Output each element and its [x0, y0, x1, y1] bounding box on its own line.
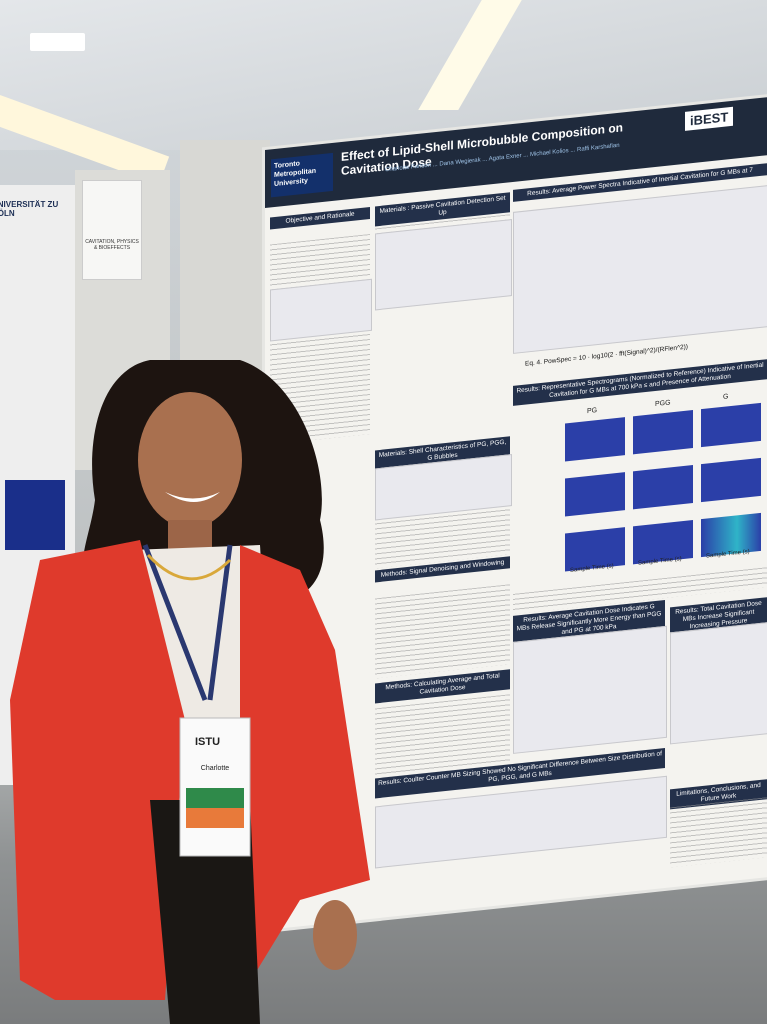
- face: [138, 392, 242, 528]
- figure: [5, 480, 65, 550]
- hand: [313, 900, 357, 970]
- ceiling-light: [30, 33, 85, 51]
- badge-name: Charlotte: [201, 765, 230, 772]
- badge: [179, 717, 251, 857]
- lanyard: [142, 544, 233, 701]
- ribbon: [186, 808, 244, 828]
- necklace: [146, 553, 232, 581]
- university-name: UNIVERSITÄT ZU KÖLN: [0, 200, 59, 218]
- ribbon: [186, 788, 244, 808]
- banner: CAVITATION, PHYSICS & BIOEFFECTS: [82, 180, 142, 280]
- badge-event: ISTU: [195, 736, 220, 748]
- blazer: [10, 540, 185, 1000]
- smile: [165, 492, 220, 502]
